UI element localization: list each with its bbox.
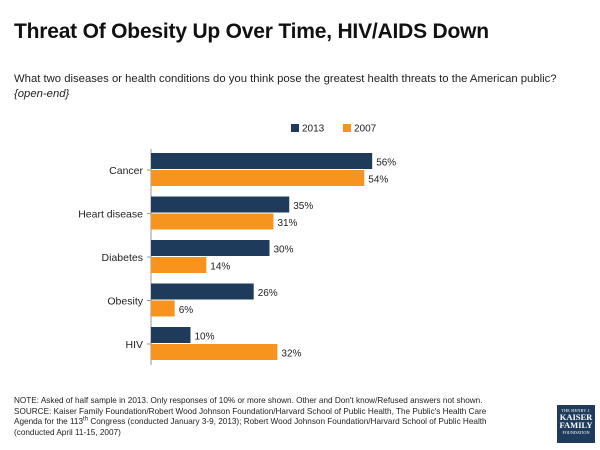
data-label-heart-disease-2007: 31% (277, 218, 297, 229)
data-label-heart-disease-2013: 35% (293, 201, 313, 212)
category-label-cancer: Cancer (109, 165, 143, 177)
question-note: {open-end} (14, 88, 70, 100)
note-text: NOTE: Asked of half sample in 2013. Only… (14, 396, 483, 405)
category-label-hiv: HIV (125, 339, 143, 351)
logo-line-2a: KAISER (559, 412, 593, 422)
bar-heart-disease-2007 (151, 213, 274, 230)
legend-label-2013: 2013 (302, 124, 325, 135)
data-label-hiv-2013: 10% (195, 332, 215, 343)
kff-logo: THE HENRY J. KAISER FAMILY FOUNDATION (557, 405, 595, 443)
legend-label-2007: 2007 (354, 124, 377, 135)
data-label-diabetes-2007: 14% (210, 262, 230, 273)
logo-line-2b: FAMILY (559, 420, 593, 430)
data-label-diabetes-2013: 30% (274, 245, 294, 256)
bar-hiv-2007 (151, 344, 278, 360)
logo-line-3: FOUNDATION (562, 430, 590, 435)
data-label-hiv-2007: 32% (281, 349, 301, 360)
data-label-obesity-2013: 26% (258, 288, 278, 299)
category-label-heart-disease: Heart disease (78, 209, 143, 221)
source-line-1: SOURCE: Kaiser Family Foundation/Robert … (14, 406, 487, 416)
source-line-3: (conducted April 11-15, 2007) (14, 427, 121, 437)
bar-diabetes-2007 (151, 257, 207, 273)
footnote: NOTE: Asked of half sample in 2013. Only… (14, 396, 554, 438)
data-label-cancer-2007: 54% (368, 175, 388, 186)
bar-diabetes-2013 (151, 240, 270, 256)
source-line-2-post: Congress (conducted January 3-9, 2013); … (88, 417, 487, 427)
source-line-2-pre: Agenda for the 113 (14, 417, 84, 427)
page-title: Threat Of Obesity Up Over Time, HIV/AIDS… (14, 20, 489, 43)
category-label-diabetes: Diabetes (102, 252, 143, 264)
bar-heart-disease-2013 (151, 196, 290, 213)
category-label-obesity: Obesity (107, 296, 143, 308)
source-line-2: Agenda for the 113th Congress (conducted… (14, 416, 554, 428)
bar-hiv-2013 (151, 327, 191, 343)
logo-line-1: THE HENRY J. (561, 408, 591, 413)
bar-obesity-2013 (151, 283, 254, 300)
survey-question: What two diseases or health conditions d… (14, 72, 594, 102)
bar-cancer-2013 (151, 153, 373, 169)
source-line-2-sup: th (83, 416, 89, 423)
data-label-obesity-2007: 6% (179, 305, 194, 316)
bar-cancer-2007 (151, 170, 365, 186)
legend-swatch-2013 (291, 124, 299, 132)
data-label-cancer-2013: 56% (376, 158, 396, 169)
legend-swatch-2007 (343, 124, 351, 132)
bar-chart: 2013 2007 Cancer 56% 54% Heart disease 35% 31% D… (78, 124, 396, 365)
bar-obesity-2007 (151, 300, 175, 317)
question-text: What two diseases or health conditions d… (14, 73, 557, 85)
